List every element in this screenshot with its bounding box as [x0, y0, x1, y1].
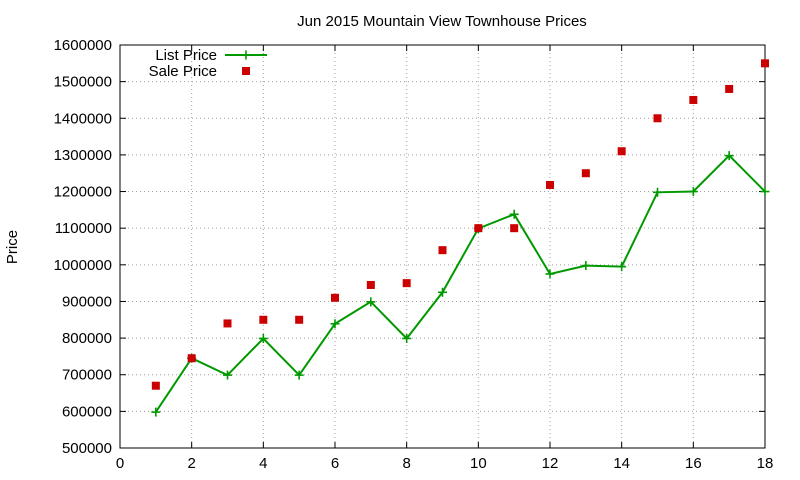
sale-price-point	[689, 95, 698, 104]
y-tick-label: 1100000	[55, 220, 112, 237]
series	[151, 59, 770, 417]
list-price-point	[438, 287, 447, 297]
list-price-point	[294, 370, 304, 380]
sale-price-point	[259, 315, 268, 324]
sale-price-point	[617, 147, 626, 156]
x-tick-label: 10	[470, 455, 487, 472]
y-tick-label: 1300000	[54, 147, 112, 164]
y-tick-label: 1200000	[54, 184, 112, 201]
sale-price-point	[402, 279, 411, 288]
y-tick-label: 600000	[62, 403, 112, 420]
legend-swatch-list-price	[225, 50, 267, 60]
sale-price-point	[223, 319, 232, 328]
y-tick-label: 700000	[62, 367, 112, 384]
y-tick-label: 500000	[62, 440, 112, 457]
chart-title: Jun 2015 Mountain View Townhouse Prices	[297, 13, 587, 30]
x-tick-labels: 0 2 4 6 8 10 12 14 16 18	[116, 455, 774, 472]
list-price-point	[509, 209, 519, 219]
list-price-point	[223, 370, 232, 380]
x-tick-label: 8	[402, 455, 410, 472]
sale-price-point	[510, 224, 519, 233]
legend-sale-price-marker	[242, 67, 250, 75]
y-tick-label: 900000	[62, 293, 112, 310]
x-tick-label: 6	[331, 455, 339, 472]
sale-price-point	[331, 293, 339, 302]
x-tick-label: 2	[187, 455, 195, 472]
list-price-point	[688, 187, 698, 197]
y-tick-label: 1000000	[54, 257, 112, 274]
list-price-point	[258, 333, 268, 343]
x-tick-label: 14	[613, 455, 630, 472]
legend-list-price-marker	[241, 50, 251, 60]
list-price-point	[724, 151, 734, 161]
list-price-point	[151, 407, 161, 417]
legend-label-sale-price: Sale Price	[149, 63, 217, 80]
y-tick-label: 1600000	[54, 37, 112, 54]
x-tick-label: 18	[757, 455, 774, 472]
list-price-point	[366, 297, 376, 307]
y-axis-label: Price	[4, 230, 21, 264]
x-tick-label: 12	[542, 455, 559, 472]
sale-price-point	[151, 381, 160, 390]
sale-price-point	[474, 224, 483, 233]
sale-price-point	[546, 180, 554, 189]
legend-label-list-price: List Price	[155, 47, 217, 64]
list-price-point	[402, 333, 412, 343]
x-tick-label: 0	[116, 455, 124, 472]
list-price-point	[617, 262, 627, 272]
sale-price-point	[366, 280, 375, 289]
x-tick-label: 4	[259, 455, 267, 472]
legend-swatch-sale-price	[242, 67, 250, 75]
legend: List Price Sale Price	[149, 47, 267, 80]
sale-price-point	[187, 354, 196, 363]
list-price-point	[581, 261, 591, 271]
plot-frame	[119, 44, 766, 449]
sale-price-point	[725, 84, 734, 93]
sale-price-point	[438, 246, 447, 255]
x-tick-label: 16	[685, 455, 702, 472]
y-tick-label: 1400000	[54, 110, 112, 127]
sale-price-point	[761, 59, 769, 68]
y-tick-labels: 500000 600000 700000 800000 900000 1000000 110…	[54, 37, 112, 457]
list-price-point	[330, 319, 340, 329]
list-price-line	[154, 154, 766, 413]
list-price-point	[653, 187, 662, 197]
axis-ticks	[119, 44, 766, 449]
list-price-point	[760, 187, 770, 197]
list-price-point	[545, 269, 555, 279]
y-tick-label: 800000	[62, 330, 112, 347]
y-tick-label: 1500000	[54, 74, 112, 91]
sale-price-point	[581, 169, 590, 178]
sale-price-point	[653, 114, 662, 123]
sale-price-point	[295, 315, 304, 324]
